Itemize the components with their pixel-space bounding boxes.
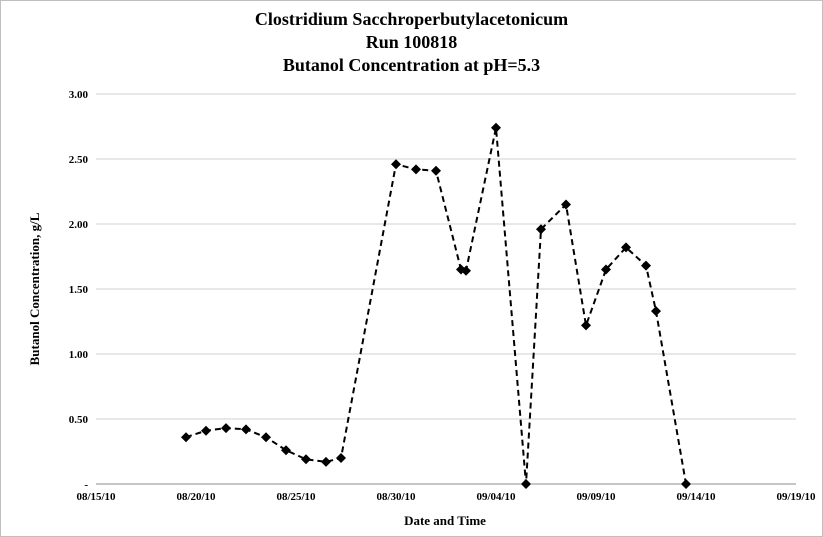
series-butanol <box>181 122 691 489</box>
data-point-marker <box>641 260 651 271</box>
x-tick-label: 08/20/10 <box>176 491 216 503</box>
data-point-marker <box>491 122 501 133</box>
gridlines <box>96 93 796 485</box>
data-point-marker <box>411 164 421 175</box>
data-point-marker <box>651 306 661 317</box>
x-tick-label: 09/04/10 <box>476 491 516 503</box>
x-tick-label: 08/30/10 <box>376 491 416 503</box>
series-line <box>185 127 687 485</box>
y-tick-labels: - 0.50 1.00 1.50 2.00 2.50 3.00 <box>69 89 89 491</box>
data-point-marker <box>281 445 291 456</box>
data-point-marker <box>521 479 531 489</box>
y-axis-label: Butanol Concentration, g/L <box>27 212 42 365</box>
chart-title-line-3: Butanol Concentration at pH=5.3 <box>282 55 541 75</box>
x-tick-label: 08/25/10 <box>276 491 316 503</box>
y-tick-label: 2.00 <box>69 219 89 231</box>
x-tick-label: 08/15/10 <box>76 491 116 503</box>
y-tick-label: 3.00 <box>69 89 89 101</box>
x-tick-labels: 08/15/10 08/20/10 08/25/10 08/30/10 09/04/10… <box>76 491 816 503</box>
data-point-marker <box>621 242 631 253</box>
y-tick-label: - <box>84 479 88 491</box>
data-point-marker <box>391 159 401 170</box>
chart-title-line-2: Run 100818 <box>365 32 458 52</box>
data-point-marker <box>681 479 691 489</box>
data-point-marker <box>321 456 331 467</box>
data-point-marker <box>181 432 191 443</box>
data-point-marker <box>261 432 271 443</box>
data-point-marker <box>201 425 211 436</box>
data-point-marker <box>301 454 311 465</box>
y-tick-label: 0.50 <box>69 414 89 426</box>
y-tick-label: 2.50 <box>69 154 89 166</box>
x-tick-label: 09/14/10 <box>676 491 716 503</box>
chart-title-line-1: Clostridium Sacchroperbutylacetonicum <box>254 9 569 29</box>
x-tick-label: 09/09/10 <box>576 491 616 503</box>
data-point-marker <box>336 453 346 463</box>
data-point-marker <box>461 265 471 276</box>
data-point-marker <box>221 423 231 434</box>
data-point-marker <box>241 424 251 435</box>
data-point-marker <box>561 199 571 210</box>
y-tick-label: 1.50 <box>69 284 89 296</box>
data-point-marker <box>601 264 611 275</box>
data-point-marker <box>431 165 441 176</box>
data-point-marker <box>536 224 546 235</box>
y-tick-label: 1.00 <box>69 349 89 361</box>
data-point-marker <box>581 320 591 331</box>
x-axis-label: Date and Time <box>404 513 486 528</box>
x-tick-label: 09/19/10 <box>776 491 816 503</box>
